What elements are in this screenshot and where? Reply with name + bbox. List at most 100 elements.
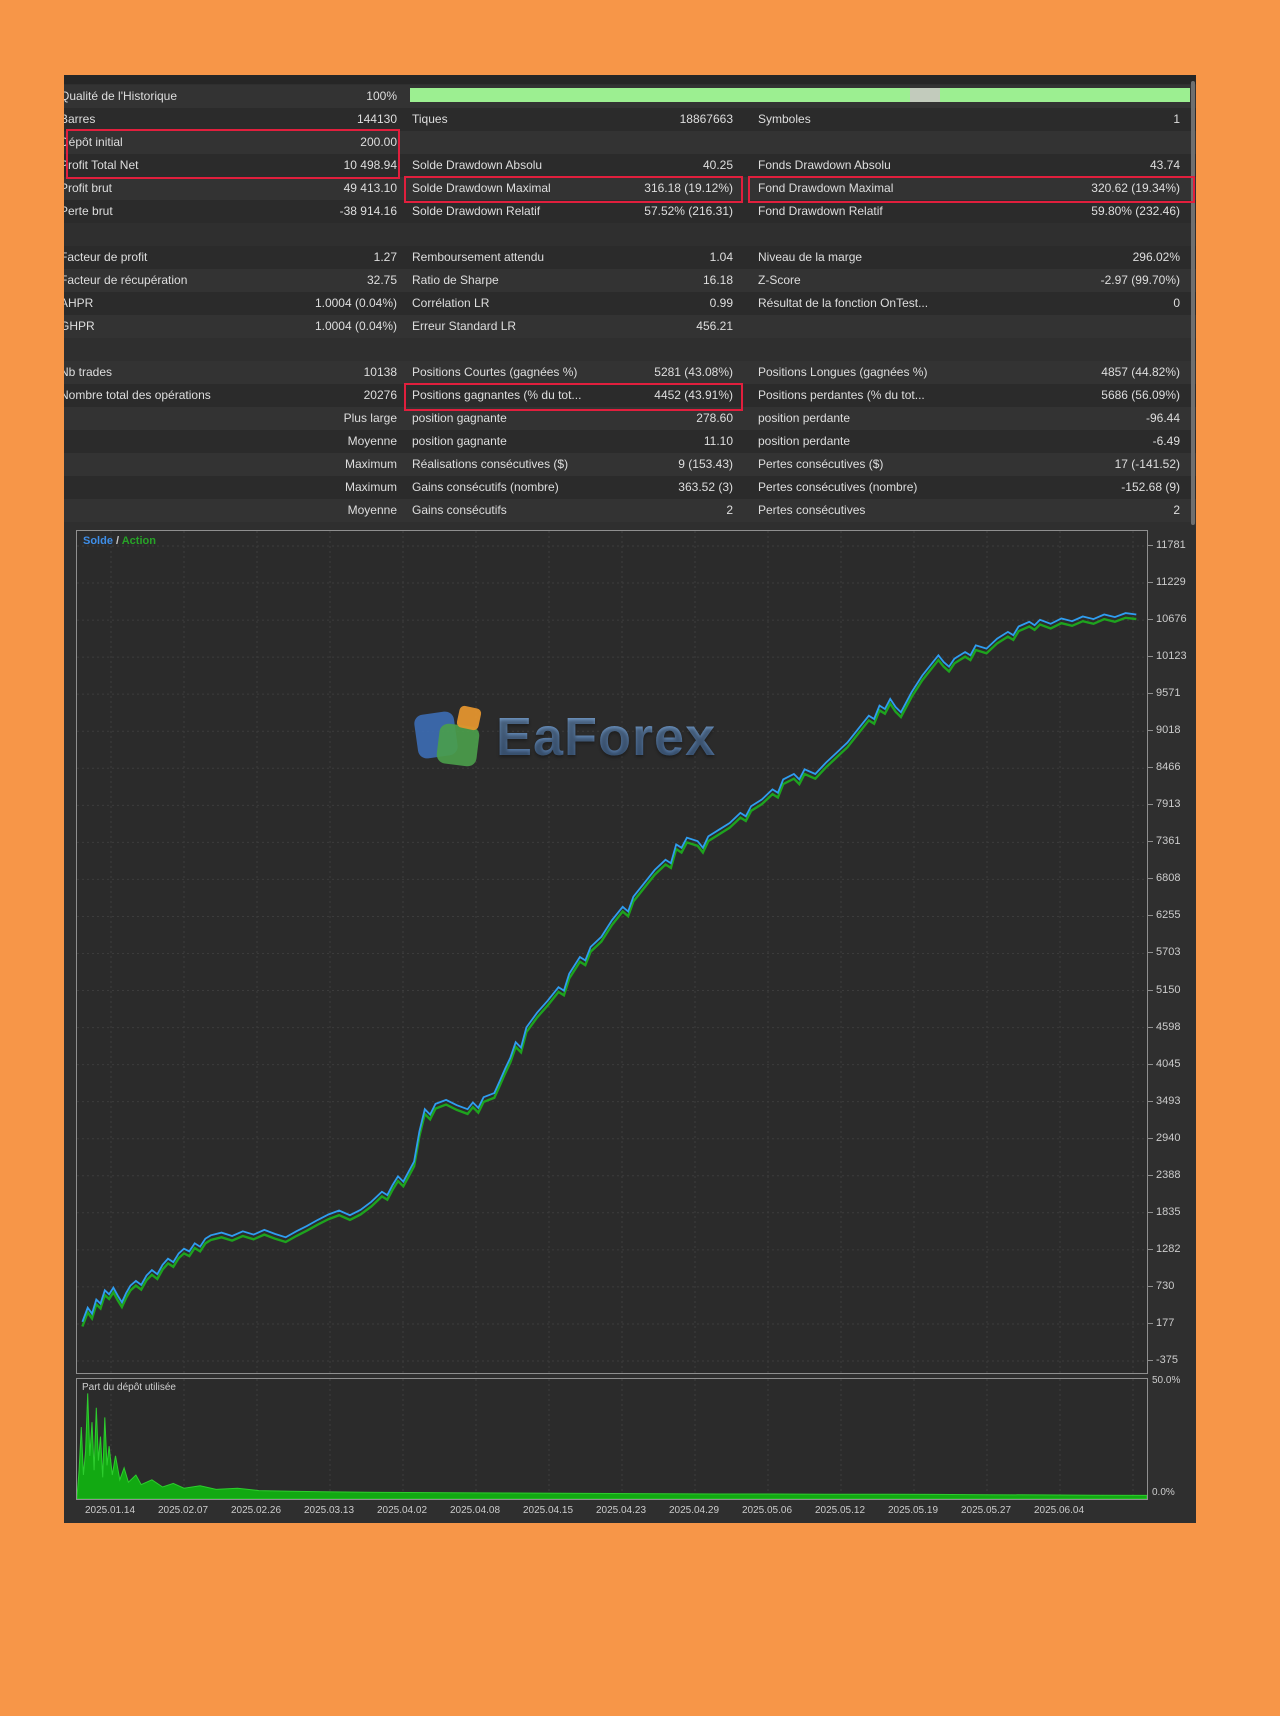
stat-label: position gagnante [412, 434, 507, 448]
y-axis-tick-mark [1148, 841, 1153, 843]
y-axis-tick-label: -375 [1156, 1353, 1179, 1366]
stat-value: 1.0004 (0.04%) [314, 319, 397, 333]
stat-label: Nb trades [64, 365, 113, 379]
y-axis-tick-label: 8466 [1156, 761, 1181, 774]
stat-label: Remboursement attendu [412, 250, 545, 264]
y-axis-tick-label: 9571 [1156, 687, 1181, 700]
stat-value: 363.52 (3) [678, 480, 733, 494]
stat-label: position perdante [758, 434, 851, 448]
table-gap-row [64, 338, 1196, 361]
stat-value: -6.49 [1152, 434, 1180, 448]
y-axis-tick-label: 7361 [1156, 835, 1181, 848]
stat-label: Tiques [412, 112, 448, 126]
stat-label: Positions Longues (gagnées %) [758, 365, 928, 379]
stat-value: -96.44 [1145, 411, 1180, 425]
y-axis-tick-mark [1148, 1359, 1153, 1361]
y-axis-tick-label: 4045 [1156, 1057, 1181, 1070]
stat-label: Fonds Drawdown Absolu [758, 158, 891, 172]
y-axis-tick-label: 10123 [1156, 650, 1187, 663]
stat-label: Facteur de récupération [64, 273, 188, 287]
stat-label: Corrélation LR [412, 296, 490, 310]
y-axis-tick-mark [1148, 619, 1153, 621]
table-row: Maximum Réalisations consécutives ($) 9 (1… [64, 453, 1196, 476]
y-axis-tick-label: 11229 [1156, 576, 1186, 589]
stat-label: Profit Total Net [64, 158, 139, 172]
stat-value: 57.52% (216.31) [644, 204, 733, 218]
stat-label: Pertes consécutives [758, 503, 866, 517]
y-axis-tick-label: 4598 [1156, 1020, 1181, 1033]
x-axis-date-label: 2025.05.19 [887, 1505, 939, 1516]
stat-value: 40.25 [702, 158, 733, 172]
stat-value: 5686 (56.09%) [1101, 388, 1180, 402]
stat-value: -38 914.16 [339, 204, 397, 218]
stat-value: 4857 (44.82%) [1101, 365, 1180, 379]
x-axis-date-label: 2025.02.07 [157, 1505, 209, 1516]
x-axis-date-label: 2025.04.15 [522, 1505, 574, 1516]
stat-value: 278.60 [696, 411, 733, 425]
table-row: Profit brut 49 413.10 Solde Drawdown Maxim… [64, 177, 1196, 200]
table-scrollbar[interactable] [1191, 81, 1195, 525]
stat-label: Z-Score [758, 273, 801, 287]
x-axis-date-label: 2025.06.04 [1033, 1505, 1085, 1516]
deposit-scale-min: 0.0% [1152, 1487, 1175, 1498]
legend-action-label: Action [121, 535, 156, 547]
y-axis-tick-mark [1148, 767, 1153, 769]
stat-value: Maximum [344, 457, 397, 471]
x-axis-date-label: 2025.04.02 [376, 1505, 428, 1516]
balance-line [81, 612, 1137, 1323]
stat-value: 2 [1173, 503, 1180, 517]
y-axis-tick-mark [1148, 1248, 1153, 1250]
stat-value: -2.97 (99.70%) [1100, 273, 1180, 287]
highlight-box-balance-drawdown-max [404, 176, 743, 203]
y-axis-tick-label: 9018 [1156, 724, 1181, 737]
eaforex-logo-icon [413, 704, 483, 769]
stat-value: 10 498.94 [343, 158, 397, 172]
history-quality-bar-gap [910, 88, 940, 102]
stat-value: 144130 [356, 112, 397, 126]
stat-value: 10138 [363, 365, 397, 379]
stat-value: 16.18 [702, 273, 733, 287]
y-axis-tick-mark [1148, 1026, 1153, 1028]
table-row: Facteur de récupération 32.75 Ratio de Sha… [64, 269, 1196, 292]
y-axis-tick-mark [1148, 1211, 1153, 1213]
table-gap-row [64, 223, 1196, 246]
stat-value: 5281 (43.08%) [654, 365, 733, 379]
stat-value: Plus large [343, 411, 397, 425]
watermark-text: EaForex [496, 707, 717, 767]
stat-value: 320.62 (19.34%) [1091, 181, 1180, 195]
eaforex-watermark: EaForex [413, 704, 717, 769]
stat-value: 0 [1173, 296, 1180, 310]
stat-value: 1 [1173, 112, 1180, 126]
legend-separator: / [116, 535, 122, 547]
y-axis-tick-mark [1148, 730, 1153, 732]
stat-value: 200.00 [360, 135, 397, 149]
y-axis-tick-label: 177 [1156, 1316, 1175, 1329]
y-axis-tick-label: 6255 [1156, 909, 1181, 922]
stat-value: 1.04 [709, 250, 733, 264]
x-axis-date-label: 2025.04.23 [595, 1505, 647, 1516]
stat-value: 296.02% [1132, 250, 1180, 264]
stat-label: AHPR [64, 296, 94, 310]
table-row: Maximum Gains consécutifs (nombre) 363.52 … [64, 476, 1196, 499]
x-axis-date-label: 2025.04.29 [668, 1505, 720, 1516]
x-axis-date-label: 2025.03.13 [303, 1505, 355, 1516]
stat-label: Symboles [758, 112, 811, 126]
balance-chart-canvas [77, 531, 1147, 1373]
y-axis-tick-label: 7913 [1156, 798, 1181, 811]
table-row: GHPR 1.0004 (0.04%) Erreur Standard LR 456.… [64, 315, 1196, 338]
stat-value: 316.18 (19.12%) [644, 181, 733, 195]
chart-legend: Solde / Action [83, 535, 156, 547]
stat-value: 59.80% (232.46) [1091, 204, 1180, 218]
table-row: Moyenne Gains consécutifs 2 Pertes consécut… [64, 499, 1196, 522]
table-row: Plus large position gagnante 278.60 positio… [64, 407, 1196, 430]
deposit-load-canvas [77, 1379, 1147, 1499]
stat-label: Positions gagnantes (% du tot... [412, 388, 582, 402]
stat-value: 100% [366, 89, 397, 103]
stat-label: Positions perdantes (% du tot... [758, 388, 925, 402]
y-axis-tick-label: 5703 [1156, 946, 1181, 959]
y-axis-tick-mark [1148, 693, 1153, 695]
stat-value: 32.75 [366, 273, 397, 287]
y-axis-tick-mark [1148, 804, 1153, 806]
stat-value: 43.74 [1149, 158, 1180, 172]
highlight-box-deposit-profit [66, 129, 400, 179]
